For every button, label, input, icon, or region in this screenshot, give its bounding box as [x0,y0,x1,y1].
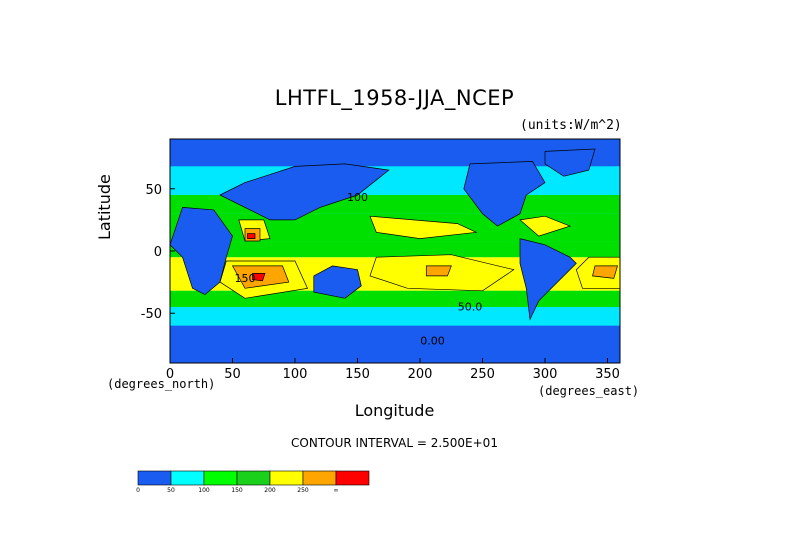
x-tick-label: 50 [224,367,241,382]
pacific-hot [425,265,452,277]
x-tick-label: 0 [166,367,174,382]
y-tick-label: 0 [154,245,162,260]
x-axis-label-text: Longitude [354,401,435,420]
units-label: (units:W/m^2) [520,118,622,133]
colorbar-tick-label: 100 [198,487,210,494]
npac-warm [369,215,478,239]
colorbar-swatch [203,470,238,486]
africa [169,207,233,296]
band-south-mid [170,307,620,326]
colorbar: 0 50 100 150 200 250 ∞ [136,470,370,494]
arabian-peak [247,233,256,239]
map-field [169,139,621,363]
x-tick-label: 350 [595,367,620,382]
x-tick-label: 250 [470,367,495,382]
contour-interval-text: CONTOUR INTERVAL = 2.500E+01 [291,436,498,450]
colorbar-tick-label: 50 [167,487,175,494]
north-america [463,161,546,227]
greenland [544,148,596,177]
contour-label: 0.00 [420,334,445,347]
band-south-sub [170,290,620,307]
y-unit-label: (degrees_north) [107,377,216,391]
colorbar-tick-label: 250 [297,487,309,494]
colorbar-swatch [269,470,304,486]
australia [313,265,362,299]
contour-label: 100 [347,191,368,204]
x-tick-label: 300 [533,367,558,382]
x-tick-label: 200 [408,367,433,382]
colorbar-tick-label: ∞ [334,487,339,494]
contour-label: 150 [235,272,256,285]
eurasia [219,163,390,221]
band-equator [170,241,620,258]
natl-warm [519,215,572,237]
band-antarctic [170,325,620,363]
y-tick-label: 50 [145,183,162,198]
colorbar-swatch [170,470,205,486]
axes: 0 50 100 150 200 250 300 350 50 0 -50 150 50.0 100 0.0… [141,138,621,382]
x-unit-label: (degrees_east) [538,384,640,398]
indian-peak [252,273,266,282]
contour-label: 50.0 [458,301,483,314]
atlantic-hot [592,265,618,279]
colorbar-tick-label: 0 [136,487,140,494]
y-tick-label: -50 [141,307,162,322]
colorbar-tick-label: 150 [231,487,243,494]
x-axis-label: Longitude [0,401,789,420]
colorbar-swatch [335,470,370,486]
x-tick-label: 100 [283,367,308,382]
colorbar-swatch [236,470,271,486]
south-america [519,238,577,321]
chart-title: LHTFL_1958-JJA_NCEP [274,86,515,110]
colorbar-swatch [137,470,172,486]
colorbar-tick-label: 200 [264,487,276,494]
x-tick-label: 150 [345,367,370,382]
colorbar-swatch [302,470,337,486]
